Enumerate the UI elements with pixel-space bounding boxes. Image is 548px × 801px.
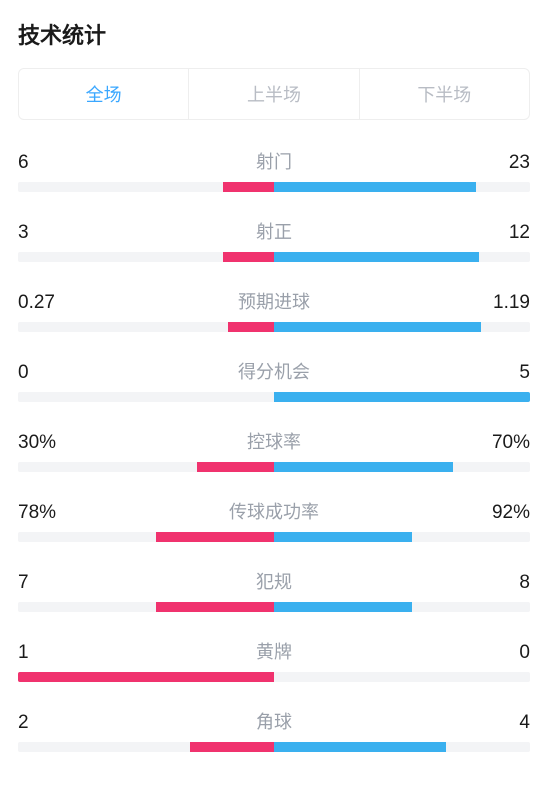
stat-bar-right-track (274, 462, 530, 472)
tab-label: 下半场 (417, 85, 471, 105)
stat-row: 0得分机会5 (18, 358, 530, 402)
stat-right-value: 23 (470, 152, 530, 174)
stat-bar-right-fill (274, 602, 412, 612)
stat-head: 2角球4 (18, 708, 530, 734)
stat-right-value: 1.19 (470, 292, 530, 314)
stat-bar (18, 742, 530, 752)
tabs: 全场 上半场 下半场 (18, 68, 530, 120)
stat-label: 犯规 (78, 568, 470, 594)
stat-left-value: 0.27 (18, 292, 78, 314)
stat-row: 2角球4 (18, 708, 530, 752)
stat-bar-left-track (18, 602, 274, 612)
stat-left-value: 6 (18, 152, 78, 174)
stat-bar-left-fill (156, 532, 274, 542)
stat-right-value: 70% (470, 432, 530, 454)
stat-bar-right-fill (274, 742, 446, 752)
stat-bar-right-track (274, 182, 530, 192)
stat-left-value: 3 (18, 222, 78, 244)
stat-bar (18, 252, 530, 262)
stat-label: 预期进球 (78, 288, 470, 314)
stat-bar-right-fill (274, 532, 412, 542)
stat-left-value: 2 (18, 712, 78, 734)
stat-bar-left-fill (223, 182, 274, 192)
stat-head: 7犯规8 (18, 568, 530, 594)
stat-row: 7犯规8 (18, 568, 530, 612)
stat-right-value: 12 (470, 222, 530, 244)
tab-0[interactable]: 全场 (19, 69, 188, 119)
stat-bar-left-fill (228, 322, 274, 332)
tab-label: 全场 (86, 85, 122, 105)
stat-bar-right-fill (274, 182, 476, 192)
stat-bar-left-track (18, 252, 274, 262)
stat-head: 6射门23 (18, 148, 530, 174)
stat-bar-right-fill (274, 252, 479, 262)
stat-head: 3射正12 (18, 218, 530, 244)
stat-bar-right-track (274, 252, 530, 262)
stats-panel: 技术统计 全场上半场下半场 6射门233射正120.27预期进球1.190得分机… (0, 0, 548, 796)
stat-bar-left-track (18, 462, 274, 472)
stat-bar (18, 672, 530, 682)
stat-bar-left-fill (18, 672, 274, 682)
stat-bar-right-track (274, 602, 530, 612)
stat-bar-right-track (274, 532, 530, 542)
stat-right-value: 4 (470, 712, 530, 734)
stat-bar-right-track (274, 742, 530, 752)
stat-label: 射门 (78, 148, 470, 174)
stat-head: 0.27预期进球1.19 (18, 288, 530, 314)
stat-right-value: 0 (470, 642, 530, 664)
stat-bar-right-track (274, 322, 530, 332)
stat-bar (18, 182, 530, 192)
stat-row: 1黄牌0 (18, 638, 530, 682)
stat-left-value: 78% (18, 502, 78, 524)
stat-head: 30%控球率70% (18, 428, 530, 454)
stat-bar-left-track (18, 532, 274, 542)
page-title: 技术统计 (18, 18, 530, 50)
stat-bar (18, 532, 530, 542)
stat-bar-right-fill (274, 322, 481, 332)
tab-1[interactable]: 上半场 (188, 69, 358, 119)
stat-bar (18, 322, 530, 332)
stat-bar-left-track (18, 392, 274, 402)
tab-label: 上半场 (247, 85, 301, 105)
stat-left-value: 1 (18, 642, 78, 664)
stat-row: 78%传球成功率92% (18, 498, 530, 542)
stat-row: 6射门23 (18, 148, 530, 192)
stat-left-value: 7 (18, 572, 78, 594)
stat-row: 3射正12 (18, 218, 530, 262)
stat-right-value: 8 (470, 572, 530, 594)
stat-label: 射正 (78, 218, 470, 244)
stat-bar-right-fill (274, 392, 530, 402)
stat-head: 0得分机会5 (18, 358, 530, 384)
stat-bar-left-track (18, 182, 274, 192)
stat-head: 1黄牌0 (18, 638, 530, 664)
stat-right-value: 5 (470, 362, 530, 384)
tab-2[interactable]: 下半场 (359, 69, 529, 119)
stat-left-value: 0 (18, 362, 78, 384)
stat-row: 30%控球率70% (18, 428, 530, 472)
stats-list: 6射门233射正120.27预期进球1.190得分机会530%控球率70%78%… (18, 148, 530, 752)
stat-bar (18, 462, 530, 472)
stat-bar (18, 392, 530, 402)
stat-bar-left-track (18, 672, 274, 682)
stat-bar-left-fill (223, 252, 274, 262)
stat-row: 0.27预期进球1.19 (18, 288, 530, 332)
stat-bar-left-fill (190, 742, 274, 752)
stat-left-value: 30% (18, 432, 78, 454)
stat-bar-left-track (18, 322, 274, 332)
stat-right-value: 92% (470, 502, 530, 524)
stat-bar-left-fill (197, 462, 274, 472)
stat-label: 控球率 (78, 428, 470, 454)
stat-label: 得分机会 (78, 358, 470, 384)
stat-label: 黄牌 (78, 638, 470, 664)
stat-bar-right-track (274, 392, 530, 402)
stat-head: 78%传球成功率92% (18, 498, 530, 524)
stat-bar-left-track (18, 742, 274, 752)
stat-label: 传球成功率 (78, 498, 470, 524)
stat-bar-right-fill (274, 462, 453, 472)
stat-bar-left-fill (156, 602, 274, 612)
stat-bar (18, 602, 530, 612)
stat-label: 角球 (78, 708, 470, 734)
stat-bar-right-track (274, 672, 530, 682)
